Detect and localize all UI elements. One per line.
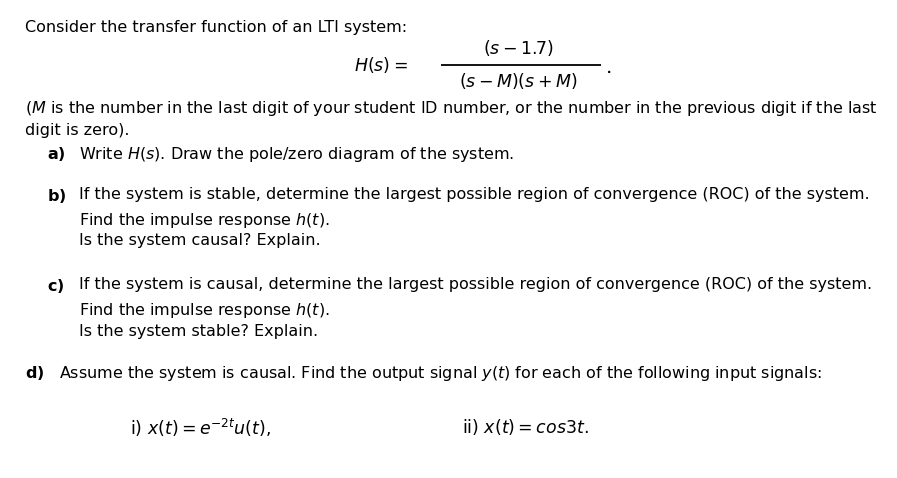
Text: $(s - M)(s + M)$: $(s - M)(s + M)$: [459, 71, 578, 91]
Text: $\mathbf{c)}$: $\mathbf{c)}$: [47, 277, 64, 295]
Text: $\mathbf{d)}$: $\mathbf{d)}$: [25, 364, 45, 382]
Text: Find the impulse response $h(t)$.: Find the impulse response $h(t)$.: [79, 211, 330, 230]
Text: ($M$ is the number in the last digit of your student ID number, or the number in: ($M$ is the number in the last digit of …: [25, 99, 878, 119]
Text: Is the system stable? Explain.: Is the system stable? Explain.: [79, 324, 318, 339]
Text: Is the system causal? Explain.: Is the system causal? Explain.: [79, 233, 320, 248]
Text: Assume the system is causal. Find the output signal $y(t)$ for each of the follo: Assume the system is causal. Find the ou…: [59, 364, 823, 383]
Text: ii) $x(t) = cos3t$.: ii) $x(t) = cos3t$.: [462, 417, 588, 437]
Text: If the system is causal, determine the largest possible region of convergence (R: If the system is causal, determine the l…: [79, 277, 872, 292]
Text: .: .: [605, 58, 612, 77]
Text: $H(s) =$: $H(s) =$: [354, 54, 408, 75]
Text: i) $x(t) = e^{-2t}u(t)$,: i) $x(t) = e^{-2t}u(t)$,: [130, 417, 271, 439]
Text: $\mathbf{b)}$: $\mathbf{b)}$: [47, 187, 66, 206]
Text: Write $H(s)$. Draw the pole/zero diagram of the system.: Write $H(s)$. Draw the pole/zero diagram…: [79, 145, 514, 164]
Text: $\mathbf{a)}$: $\mathbf{a)}$: [47, 145, 65, 163]
Text: Find the impulse response $h(t)$.: Find the impulse response $h(t)$.: [79, 301, 330, 320]
Text: Consider the transfer function of an LTI system:: Consider the transfer function of an LTI…: [25, 20, 407, 35]
Text: If the system is stable, determine the largest possible region of convergence (R: If the system is stable, determine the l…: [79, 187, 869, 202]
Text: $(s - 1.7)$: $(s - 1.7)$: [483, 38, 553, 58]
Text: digit is zero).: digit is zero).: [25, 123, 129, 138]
